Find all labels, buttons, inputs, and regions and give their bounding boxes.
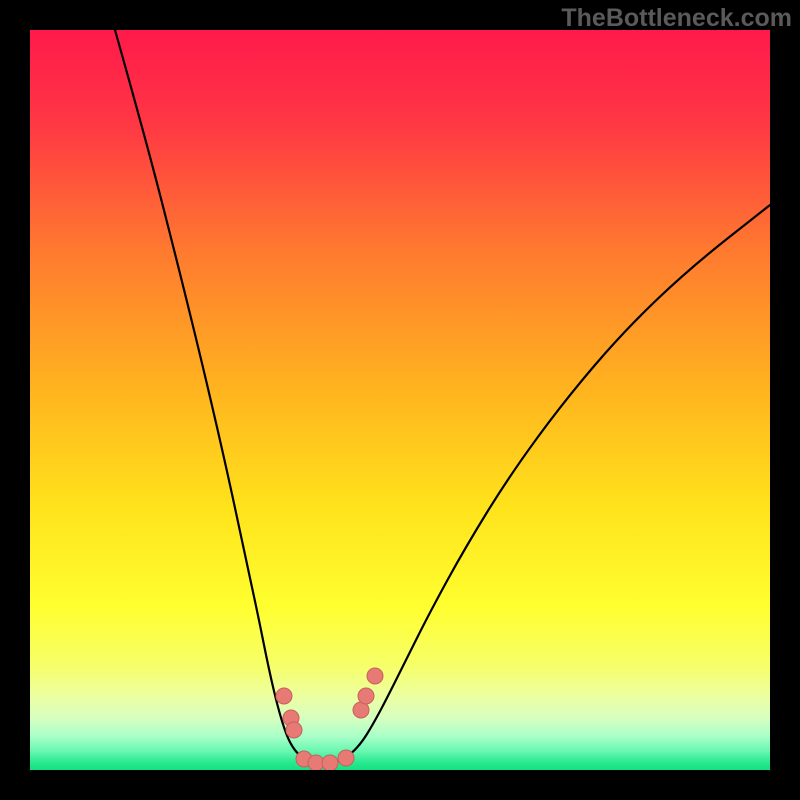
data-marker — [367, 668, 383, 684]
data-marker — [322, 755, 338, 770]
data-marker — [338, 750, 354, 766]
data-marker — [286, 722, 302, 738]
data-marker — [276, 688, 292, 704]
watermark-text: TheBottleneck.com — [561, 4, 792, 33]
chart-svg — [30, 30, 770, 770]
frame: TheBottleneck.com — [0, 0, 800, 800]
data-marker — [358, 688, 374, 704]
bottleneck-curve — [115, 30, 770, 763]
plot-area — [30, 30, 770, 770]
